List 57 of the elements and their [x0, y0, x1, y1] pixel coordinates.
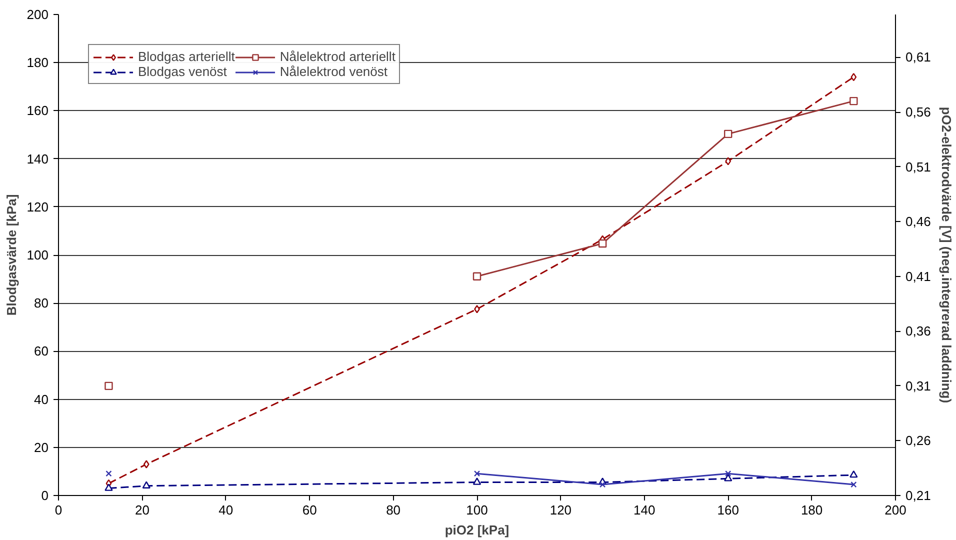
y-tick-label: 0 [41, 488, 49, 503]
y2-tick-label: 0,41 [906, 268, 931, 284]
y-tick-label: 120 [26, 199, 49, 214]
x-tick-label: 100 [466, 502, 488, 518]
point [106, 470, 112, 477]
point [850, 470, 858, 478]
point [142, 481, 150, 488]
y2-tick-label: 0,21 [906, 488, 931, 503]
point [850, 481, 857, 488]
point [724, 130, 732, 138]
legend-label: Nålelektrod arteriellt [280, 49, 396, 64]
y2-axis-title: pO2-elektrodvärde [V] (neg.integrerad laddning) [938, 106, 954, 404]
y-tick-label: 80 [34, 296, 49, 311]
y-tick-label: 160 [26, 103, 49, 118]
y-tick-label: 200 [26, 7, 49, 22]
point [850, 96, 858, 106]
x-tick-label: 60 [302, 502, 317, 518]
point [104, 484, 113, 491]
x-tick-label: 140 [634, 502, 656, 518]
y-tick-label: 60 [34, 344, 49, 359]
y-tick-label: 140 [26, 151, 49, 166]
y-tick-label: 40 [34, 392, 49, 407]
point [143, 460, 150, 468]
x-tick-label: 40 [218, 502, 234, 518]
x-axis-title: piO2 [kPa] [444, 522, 510, 538]
y-tick-label: 20 [34, 440, 49, 455]
point [599, 481, 606, 488]
y-tick-label: 180 [26, 55, 49, 70]
point [474, 470, 480, 477]
legend-label: Blodgas arteriellt [138, 49, 235, 64]
point [474, 305, 480, 314]
point [724, 474, 732, 482]
legend-label: Nålelektrod venöst [280, 64, 388, 79]
x-tick-label: 120 [550, 502, 572, 518]
y2-tick-label: 0,51 [906, 159, 931, 174]
x-tick-label: 20 [134, 502, 150, 518]
x-tick-label: 160 [717, 502, 739, 518]
y-tick-label: 100 [26, 248, 49, 262]
y2-tick-label: 0,56 [906, 104, 931, 120]
x-tick-label: 0 [54, 502, 62, 518]
point [850, 72, 857, 82]
y2-tick-label: 0,26 [906, 433, 931, 448]
x-tick-label: 200 [884, 502, 906, 518]
point [725, 157, 732, 166]
point [598, 239, 607, 248]
x-tick-label: 180 [800, 502, 823, 518]
legend-label: Blodgas venöst [138, 64, 227, 79]
point [104, 382, 113, 390]
y2-tick-label: 0,46 [906, 214, 931, 230]
y2-tick-label: 0,31 [906, 378, 931, 394]
x-tick-label: 80 [386, 502, 401, 518]
y2-tick-label: 0,36 [906, 324, 931, 339]
point [472, 272, 482, 280]
point [725, 470, 732, 477]
point [472, 478, 482, 485]
y-axis-title: Blodgasvärde [kPa] [4, 194, 19, 316]
y2-tick-label: 0,61 [906, 50, 931, 65]
